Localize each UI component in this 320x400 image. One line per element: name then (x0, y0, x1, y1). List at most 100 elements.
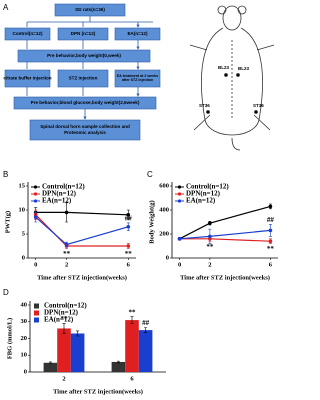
data-point (208, 221, 212, 225)
bar (111, 361, 126, 372)
y-tick-label: 400 (159, 206, 169, 213)
data-point (126, 244, 131, 248)
y-tick-label: 20 (21, 335, 28, 342)
y-tick-label: 200 (159, 230, 169, 237)
significance-label: ** (125, 250, 133, 258)
bar (125, 320, 139, 372)
legend-swatch (34, 317, 39, 323)
y-tick-label: 5 (22, 230, 26, 237)
legend-marker (33, 199, 38, 203)
figure: A SD rats(n=36) Control(n=12) DPN (n=12)… (3, 3, 278, 395)
box-label: Control(n=12) (13, 31, 43, 36)
series-line (35, 216, 129, 246)
x-tick-label: 0 (34, 261, 37, 268)
y-tick-label: 10 (19, 206, 26, 213)
significance-label: ** (206, 243, 214, 251)
data-point (268, 239, 273, 243)
box (114, 27, 161, 41)
significance-label: ** (61, 315, 69, 323)
x-tick-label: 6 (130, 375, 134, 382)
bar (43, 362, 58, 372)
significance-label: ** (129, 308, 137, 316)
significance-label: ## (267, 216, 275, 224)
panel-label: D (3, 288, 9, 297)
y-tick-label: 0 (22, 254, 25, 261)
y-tick-label: 10 (21, 352, 28, 359)
y-tick-label: 40 (21, 301, 28, 308)
data-point (33, 215, 38, 219)
error-bar (48, 361, 52, 364)
legend-label: DPN(n=12) (186, 190, 221, 198)
bar (138, 330, 153, 372)
x-tick-label: 2 (62, 375, 65, 382)
error-bar (62, 323, 66, 334)
acupoint-label: ST36 (199, 103, 210, 108)
x-tick-label: 6 (127, 261, 131, 268)
y-axis-label: FBG (mmol/L) (6, 318, 13, 359)
box-label: EA(n=12) (127, 31, 148, 36)
box (114, 69, 161, 88)
legend-label: Control(n=12) (186, 183, 229, 191)
bar (57, 328, 71, 372)
box (4, 27, 51, 41)
box-label: DPN (n=12) (71, 31, 96, 36)
error-bar (130, 316, 134, 324)
panel-label: A (3, 3, 9, 12)
acupoint-label: ST36 (253, 103, 264, 108)
legend-label: EA(n=12) (44, 316, 74, 324)
legend-marker (33, 185, 38, 189)
x-tick-label: 2 (208, 261, 211, 268)
acupoint-label: BL23 (218, 65, 230, 70)
arrow (26, 87, 138, 96)
x-axis-label: Time after STZ injection(weeks) (37, 274, 127, 281)
x-axis-label: Time after STZ injection(weeks) (53, 388, 143, 395)
box (29, 119, 141, 141)
flowchart: SD rats(n=36) Control(n=12) DPN (n=12) E… (3, 3, 161, 141)
legend-label: Control(n=12) (42, 183, 85, 191)
series-line (179, 205, 271, 240)
y-tick-label: 30 (21, 318, 28, 325)
significance-label: ## (142, 319, 150, 327)
error-bar (116, 360, 120, 364)
legend-swatch (34, 310, 39, 316)
x-tick-label: 0 (178, 261, 181, 268)
data-point (268, 204, 273, 209)
bar (70, 333, 85, 372)
data-point (64, 242, 69, 247)
legend-label: EA(n=12) (42, 197, 72, 205)
legend-label: DPN(n=12) (42, 190, 77, 198)
legend-marker (177, 192, 182, 196)
box-label: Spinal dorsal horn sample collection and… (40, 124, 130, 135)
panel-label: B (3, 170, 8, 179)
data-point (208, 234, 212, 239)
y-tick-label: 600 (159, 182, 169, 189)
box-label-wrap: Spinal dorsal horn sample collection and… (40, 124, 130, 135)
box (17, 49, 151, 63)
y-tick-label: 15 (19, 182, 26, 189)
series-line (179, 238, 271, 242)
legend-marker (177, 185, 182, 189)
legend-marker (177, 199, 182, 203)
arrow (26, 62, 138, 69)
x-tick-label: 2 (65, 261, 68, 268)
data-point (126, 225, 131, 229)
data-point (64, 210, 69, 215)
box-label-wrap: EA treatment at 2 weeks after STZ inject… (116, 74, 159, 83)
arrow (26, 16, 153, 27)
x-tick-label: 6 (269, 261, 273, 268)
arrow (26, 40, 138, 49)
box (4, 69, 51, 88)
y-tick-label: 0 (166, 254, 169, 261)
series-line (35, 211, 129, 216)
legend-label: Control(n=12) (44, 302, 87, 310)
significance-label: ** (63, 250, 71, 258)
box-label: EA treatment at 2 weeks after STZ inject… (116, 74, 159, 83)
data-point (268, 228, 273, 233)
y-tick-label: 0 (24, 368, 27, 375)
legend-marker (33, 192, 38, 196)
legend-label: DPN(n=12) (44, 309, 79, 317)
rat-diagram (189, 5, 275, 151)
legend-swatch (34, 303, 39, 309)
y-axis-label: Body Weight(g) (148, 200, 155, 243)
box-label: Pre behavior,blood glucose,body weight(2… (31, 100, 140, 105)
